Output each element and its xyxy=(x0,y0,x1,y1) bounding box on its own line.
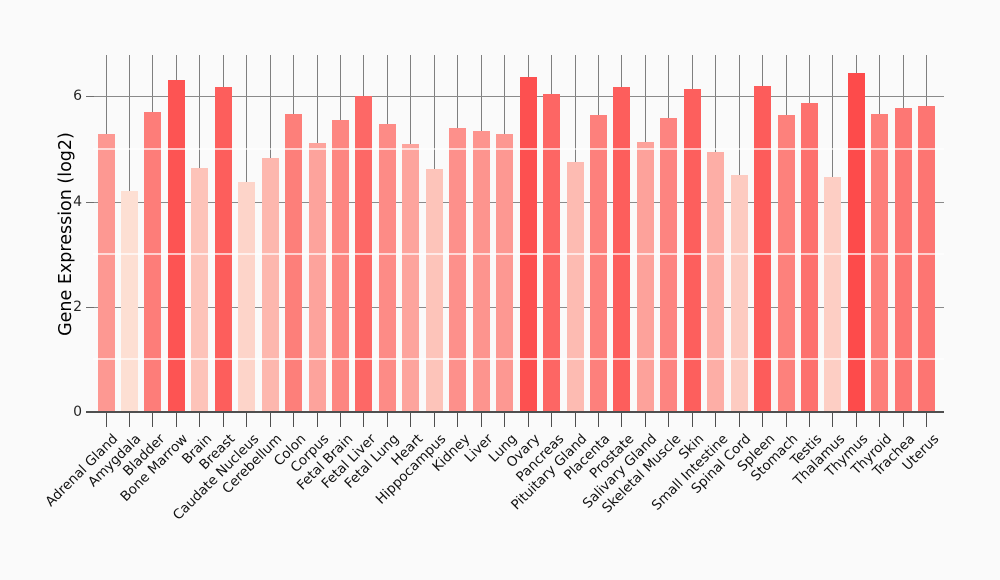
x-axis-tick xyxy=(316,412,318,427)
bar-liver xyxy=(472,130,490,412)
x-axis-tick xyxy=(199,412,201,427)
x-axis-tick xyxy=(340,412,341,427)
gridline-major xyxy=(93,306,944,308)
x-axis-tick xyxy=(597,412,599,427)
bar-pancreas xyxy=(543,94,561,412)
x-axis-tick xyxy=(785,412,787,427)
x-axis-tick xyxy=(902,412,904,427)
bar-adrenal-gland xyxy=(97,134,115,412)
bar-pituitary-gland xyxy=(566,162,584,412)
bar-spinal-cord xyxy=(730,174,748,412)
x-axis-tick xyxy=(105,412,107,427)
bar-heart xyxy=(402,143,420,412)
bar-kidney xyxy=(449,127,467,412)
x-axis-tick xyxy=(269,412,271,427)
bar-skin xyxy=(683,88,701,412)
y-tick-label: 6 xyxy=(73,88,82,105)
x-axis-tick xyxy=(175,412,177,427)
gridline-minor xyxy=(93,358,944,361)
bar-amygdala xyxy=(120,190,138,412)
x-axis-tick xyxy=(574,412,576,427)
y-axis-tick xyxy=(86,306,94,308)
bar-breast xyxy=(214,87,232,412)
bar-salivary-gland xyxy=(636,142,654,412)
y-axis-tick xyxy=(86,201,94,203)
x-axis-tick xyxy=(246,412,248,427)
bar-fetal-brain xyxy=(332,119,349,412)
x-axis-tick xyxy=(738,412,740,427)
x-axis-tick xyxy=(386,412,388,427)
x-axis-tick xyxy=(433,412,435,427)
bar-spleen xyxy=(754,86,772,412)
x-axis-tick xyxy=(715,412,717,427)
bar-caudate-nucleus xyxy=(238,181,256,412)
bar-small-intestine xyxy=(707,151,725,412)
bar-bone-marrow xyxy=(167,79,185,412)
gridline-minor xyxy=(93,253,944,256)
x-axis-tick xyxy=(504,412,506,427)
bar-thalamus xyxy=(824,177,842,412)
x-axis-tick xyxy=(691,412,693,427)
bar-corpus xyxy=(308,142,326,412)
gridline-minor xyxy=(93,148,944,150)
x-axis-tick xyxy=(410,412,412,427)
bar-prostate xyxy=(613,87,631,412)
x-axis-tick xyxy=(855,412,857,427)
x-axis-tick xyxy=(551,412,553,427)
bar-thymus xyxy=(847,72,865,412)
bar-testis xyxy=(801,103,818,412)
x-axis-tick xyxy=(762,412,764,427)
y-tick-label: 0 xyxy=(73,404,82,420)
x-axis-tick xyxy=(363,412,365,427)
y-tick-label: 4 xyxy=(73,193,82,210)
y-tick-label: 2 xyxy=(73,298,82,315)
x-axis-tick xyxy=(879,412,881,427)
y-axis-tick xyxy=(86,96,94,98)
bar-placenta xyxy=(589,114,607,412)
x-axis-tick xyxy=(832,412,834,427)
bar-lung xyxy=(496,134,514,412)
bar-fetal-lung xyxy=(378,123,396,412)
x-axis-tick xyxy=(644,412,646,427)
gridline-major xyxy=(93,201,944,203)
x-axis-tick xyxy=(152,412,154,427)
bar-thyroid xyxy=(871,113,889,412)
bar-skeletal-muscle xyxy=(660,118,678,412)
x-axis-tick xyxy=(128,412,130,427)
bar-hippocampus xyxy=(425,168,443,412)
bar-bladder xyxy=(144,112,162,412)
x-axis-tick xyxy=(668,412,670,427)
x-axis-tick xyxy=(480,412,482,427)
x-axis-tick xyxy=(527,412,529,427)
x-axis-tick xyxy=(621,412,623,427)
bar-trachea xyxy=(894,107,912,412)
x-axis-line xyxy=(86,411,944,413)
x-axis-tick xyxy=(293,412,295,427)
x-axis-tick xyxy=(809,412,810,427)
x-axis-tick xyxy=(926,412,928,427)
bar-brain xyxy=(191,167,209,412)
bar-ovary xyxy=(519,76,537,412)
bar-uterus xyxy=(918,106,936,412)
bar-cerebellum xyxy=(261,158,279,412)
gridline-major xyxy=(93,96,944,98)
x-axis-tick xyxy=(457,412,459,427)
x-axis-tick xyxy=(222,412,224,427)
bar-colon xyxy=(285,113,303,412)
bar-stomach xyxy=(777,115,795,412)
